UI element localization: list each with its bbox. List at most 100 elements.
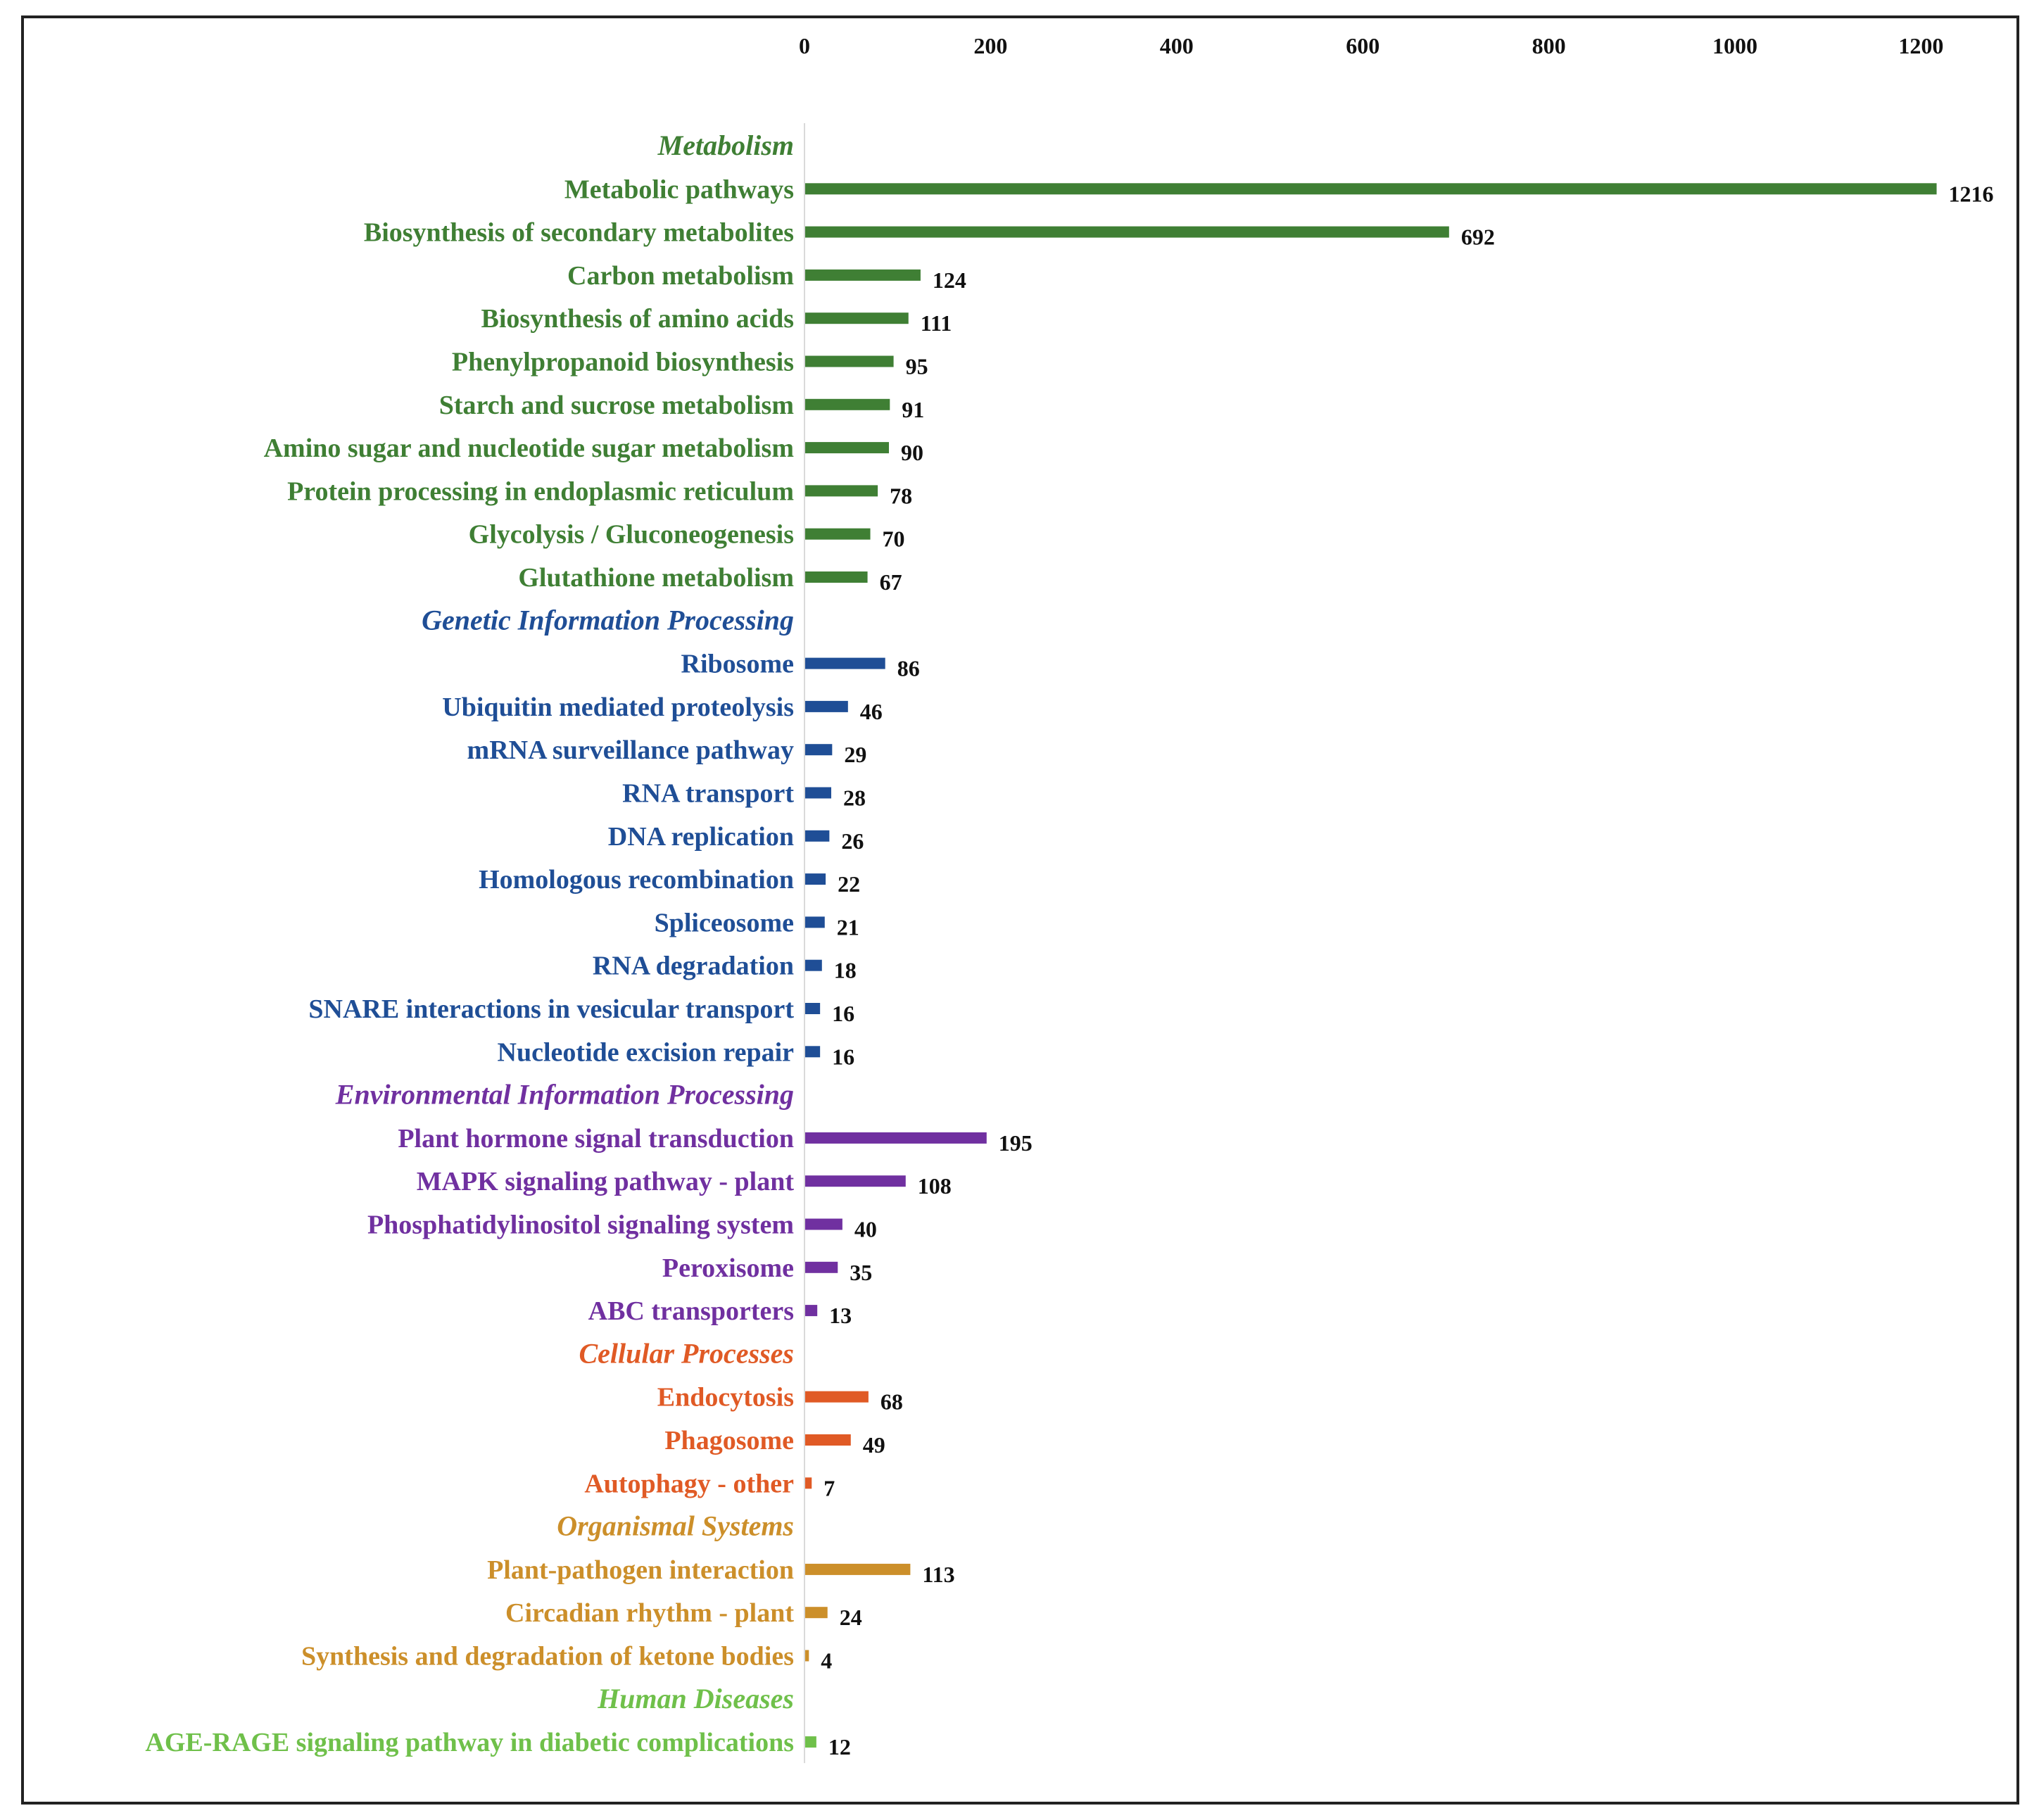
category-label-phosphatidylinositol-signaling-system: Phosphatidylinositol signaling system xyxy=(367,1211,794,1240)
group-label-human-diseases: Human Diseases xyxy=(597,1683,794,1714)
category-label-mrna-surveillance-pathway: mRNA surveillance pathway xyxy=(467,735,794,765)
category-label-abc-transporters: ABC transporters xyxy=(588,1296,794,1326)
value-label-glutathione-metabolism: 67 xyxy=(880,569,902,595)
category-label-circadian-rhythm-plant: Circadian rhythm - plant xyxy=(505,1598,794,1628)
category-label-spliceosome: Spliceosome xyxy=(655,908,794,937)
category-label-metabolic-pathways: Metabolic pathways xyxy=(564,175,794,204)
category-label-mapk-signaling-pathway-plant: MAPK signaling pathway - plant xyxy=(417,1167,795,1196)
value-label-phagosome: 49 xyxy=(863,1432,885,1458)
category-label-phagosome: Phagosome xyxy=(664,1426,794,1455)
bar-rna-transport xyxy=(805,787,832,799)
value-label-biosynthesis-of-secondary-metabolites: 692 xyxy=(1461,225,1495,250)
value-label-nucleotide-excision-repair: 16 xyxy=(832,1044,854,1069)
x-tick-label-200: 200 xyxy=(973,33,1007,58)
value-label-rna-degradation: 18 xyxy=(834,958,857,983)
bar-carbon-metabolism xyxy=(805,269,921,281)
group-label-organismal-systems: Organismal Systems xyxy=(557,1510,794,1542)
category-label-phenylpropanoid-biosynthesis: Phenylpropanoid biosynthesis xyxy=(452,348,794,377)
value-label-ribosome: 86 xyxy=(897,656,920,681)
chart-frame xyxy=(21,15,2019,1805)
bar-phagosome xyxy=(805,1434,851,1446)
category-label-rna-transport: RNA transport xyxy=(622,779,794,809)
category-label-snare-interactions-in-vesicular-transport: SNARE interactions in vesicular transpor… xyxy=(308,994,794,1024)
category-label-dna-replication: DNA replication xyxy=(608,822,794,852)
bar-biosynthesis-of-secondary-metabolites xyxy=(805,226,1449,238)
bar-plant-hormone-signal-transduction xyxy=(805,1132,987,1144)
x-tick-label-0: 0 xyxy=(799,33,810,58)
x-tick-label-400: 400 xyxy=(1160,33,1194,58)
group-label-metabolism: Metabolism xyxy=(657,129,794,161)
value-label-snare-interactions-in-vesicular-transport: 16 xyxy=(832,1001,854,1026)
value-label-carbon-metabolism: 124 xyxy=(933,267,966,293)
bar-starch-and-sucrose-metabolism xyxy=(805,398,890,410)
category-label-carbon-metabolism: Carbon metabolism xyxy=(567,261,794,291)
category-label-biosynthesis-of-secondary-metabolites: Biosynthesis of secondary metabolites xyxy=(364,218,794,248)
value-label-endocytosis: 68 xyxy=(880,1389,903,1415)
value-label-plant-hormone-signal-transduction: 195 xyxy=(999,1130,1033,1156)
category-label-glutathione-metabolism: Glutathione metabolism xyxy=(518,563,794,593)
value-label-circadian-rhythm-plant: 24 xyxy=(840,1605,862,1630)
value-label-phosphatidylinositol-signaling-system: 40 xyxy=(854,1217,877,1242)
category-label-rna-degradation: RNA degradation xyxy=(593,952,794,981)
bar-homologous-recombination xyxy=(805,873,826,885)
bar-snare-interactions-in-vesicular-transport xyxy=(805,1003,821,1014)
value-label-mapk-signaling-pathway-plant: 108 xyxy=(918,1173,952,1199)
category-label-nucleotide-excision-repair: Nucleotide excision repair xyxy=(498,1037,795,1067)
value-label-metabolic-pathways: 1216 xyxy=(1949,181,1994,206)
group-label-cellular-processes: Cellular Processes xyxy=(579,1337,794,1369)
bar-synthesis-and-degradation-of-ketone-bodies xyxy=(805,1650,809,1662)
category-label-peroxisome: Peroxisome xyxy=(662,1253,794,1283)
bar-ubiquitin-mediated-proteolysis xyxy=(805,700,848,712)
bar-phosphatidylinositol-signaling-system xyxy=(805,1218,842,1230)
value-label-autophagy-other: 7 xyxy=(823,1475,835,1500)
value-label-synthesis-and-degradation-of-ketone-bodies: 4 xyxy=(821,1648,832,1674)
x-tick-label-1200: 1200 xyxy=(1898,33,1943,58)
category-label-ubiquitin-mediated-proteolysis: Ubiquitin mediated proteolysis xyxy=(442,693,794,722)
value-label-dna-replication: 26 xyxy=(841,828,864,854)
bar-nucleotide-excision-repair xyxy=(805,1046,821,1058)
value-label-age-rage-signaling-pathway-in-diabetic-complications: 12 xyxy=(828,1734,851,1759)
category-label-plant-hormone-signal-transduction: Plant hormone signal transduction xyxy=(398,1124,794,1154)
value-label-biosynthesis-of-amino-acids: 111 xyxy=(921,310,952,336)
bar-age-rage-signaling-pathway-in-diabetic-complications xyxy=(805,1736,816,1748)
value-label-starch-and-sucrose-metabolism: 91 xyxy=(902,397,924,422)
category-label-starch-and-sucrose-metabolism: Starch and sucrose metabolism xyxy=(439,391,794,420)
value-label-ubiquitin-mediated-proteolysis: 46 xyxy=(860,699,883,724)
value-label-spliceosome: 21 xyxy=(837,914,859,940)
bar-circadian-rhythm-plant xyxy=(805,1607,828,1619)
category-label-age-rage-signaling-pathway-in-diabetic-complications: AGE-RAGE signaling pathway in diabetic c… xyxy=(145,1728,794,1757)
value-label-homologous-recombination: 22 xyxy=(838,871,860,897)
value-label-rna-transport: 28 xyxy=(843,785,866,811)
bar-protein-processing-in-endoplasmic-reticulum xyxy=(805,485,878,497)
value-label-mrna-surveillance-pathway: 29 xyxy=(844,742,866,767)
bar-abc-transporters xyxy=(805,1305,818,1317)
bar-mapk-signaling-pathway-plant xyxy=(805,1175,906,1187)
bar-plant-pathogen-interaction xyxy=(805,1563,911,1575)
bar-metabolic-pathways xyxy=(805,183,1937,195)
bar-spliceosome xyxy=(805,916,825,928)
category-label-autophagy-other: Autophagy - other xyxy=(584,1469,794,1498)
bar-endocytosis xyxy=(805,1391,869,1403)
category-label-glycolysis-gluconeogenesis: Glycolysis / Gluconeogenesis xyxy=(469,520,794,550)
bar-rna-degradation xyxy=(805,959,822,971)
value-label-peroxisome: 35 xyxy=(850,1260,872,1285)
bar-mrna-surveillance-pathway xyxy=(805,744,833,756)
bar-glutathione-metabolism xyxy=(805,571,868,583)
category-label-plant-pathogen-interaction: Plant-pathogen interaction xyxy=(487,1555,794,1585)
x-tick-label-600: 600 xyxy=(1346,33,1380,58)
value-label-amino-sugar-and-nucleotide-sugar-metabolism: 90 xyxy=(901,440,923,465)
category-label-protein-processing-in-endoplasmic-reticulum: Protein processing in endoplasmic reticu… xyxy=(287,476,794,506)
bar-autophagy-other xyxy=(805,1477,812,1489)
value-label-plant-pathogen-interaction: 113 xyxy=(922,1562,954,1587)
bar-amino-sugar-and-nucleotide-sugar-metabolism xyxy=(805,442,889,454)
category-label-homologous-recombination: Homologous recombination xyxy=(479,865,794,895)
bar-ribosome xyxy=(805,657,885,669)
value-label-abc-transporters: 13 xyxy=(829,1303,852,1328)
bar-dna-replication xyxy=(805,830,830,842)
group-label-environmental-information-processing: Environmental Information Processing xyxy=(335,1079,794,1111)
value-label-phenylpropanoid-biosynthesis: 95 xyxy=(906,354,928,379)
category-label-synthesis-and-degradation-of-ketone-bodies: Synthesis and degradation of ketone bodi… xyxy=(301,1642,794,1672)
category-label-endocytosis: Endocytosis xyxy=(657,1383,794,1413)
bar-peroxisome xyxy=(805,1261,838,1273)
